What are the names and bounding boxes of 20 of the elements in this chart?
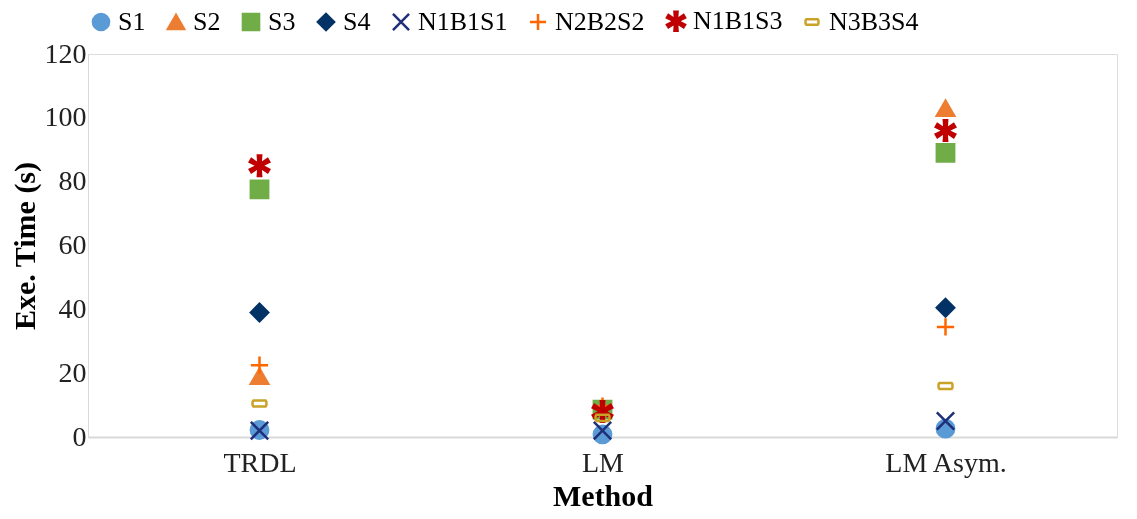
x-axis-title: Method: [553, 478, 654, 512]
legend-label: N1B1S1: [418, 6, 508, 36]
y-tick-label: 120: [44, 37, 87, 69]
legend-label: N1B1S3: [693, 6, 783, 36]
y-tick-label: 0: [72, 420, 87, 452]
legend-label: S1: [118, 6, 146, 36]
y-axis-title: Exe. Time (s): [7, 161, 42, 331]
legend-label: S2: [193, 7, 221, 36]
x-tick-label: LM: [582, 446, 625, 478]
y-tick-label: 40: [58, 292, 87, 324]
y-tick-label: 100: [44, 101, 87, 133]
y-tick-label: 20: [58, 356, 87, 388]
legend-label: S4: [343, 6, 371, 36]
legend-label: N2B2S2: [555, 6, 645, 36]
x-tick-label: TRDL: [223, 446, 297, 478]
y-tick-label: 80: [58, 165, 87, 197]
x-tick-label: LM Asym.: [885, 446, 1007, 478]
legend-label: S3: [268, 6, 296, 36]
y-tick-label: 60: [58, 229, 87, 260]
legend-label: N3B3S4: [829, 7, 919, 36]
